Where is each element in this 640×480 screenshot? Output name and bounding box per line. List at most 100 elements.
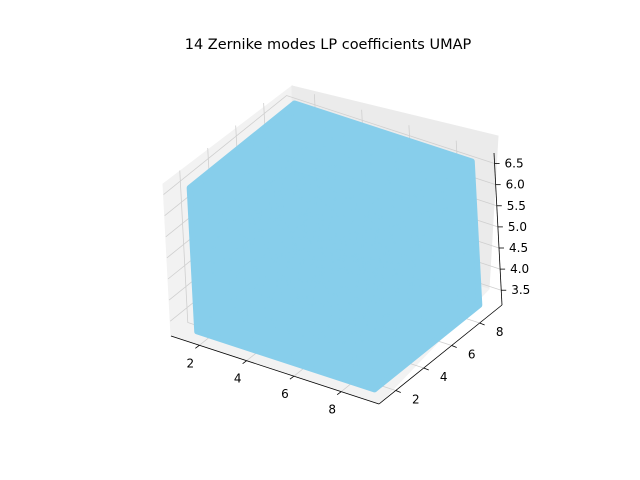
scatter-point: [320, 181, 323, 184]
scatter-point: [256, 165, 259, 168]
scatter-point: [404, 226, 407, 229]
scatter-point: [318, 186, 321, 189]
scatter-point: [388, 312, 391, 315]
scatter-point: [381, 315, 384, 318]
scatter-point: [267, 295, 270, 298]
scatter-point: [366, 338, 369, 341]
scatter-point: [393, 273, 396, 276]
scatter-point: [242, 317, 245, 320]
scatter-point: [439, 238, 442, 241]
scatter-point: [297, 173, 300, 176]
scatter-point: [441, 240, 444, 243]
scatter-point: [366, 359, 369, 362]
scatter-point: [369, 228, 372, 231]
scatter-point: [253, 222, 256, 225]
scatter-point: [419, 159, 422, 162]
scatter-point: [330, 257, 333, 260]
scatter-point: [319, 271, 322, 274]
scatter-point: [345, 223, 348, 226]
scatter-point: [399, 196, 402, 199]
scatter-point: [465, 192, 468, 195]
scatter-point: [298, 300, 301, 303]
scatter-point: [250, 303, 253, 306]
scatter-point: [308, 293, 311, 296]
scatter-point: [278, 174, 281, 177]
scatter-point: [437, 177, 440, 180]
scatter-point: [366, 287, 369, 290]
scatter-point: [342, 249, 345, 252]
scatter-point: [297, 213, 300, 216]
scatter-point: [306, 233, 309, 236]
scatter-point: [330, 264, 333, 267]
scatter-point: [329, 263, 332, 266]
scatter-point: [455, 255, 458, 258]
scatter-point: [357, 164, 360, 167]
scatter-point: [269, 257, 272, 260]
scatter-point: [230, 297, 233, 300]
scatter-point: [359, 330, 362, 333]
scatter-point: [366, 324, 369, 327]
scatter-point: [307, 208, 310, 211]
scatter-point: [280, 189, 283, 192]
scatter-point: [390, 233, 393, 236]
scatter-point: [265, 235, 268, 238]
scatter-point: [322, 185, 325, 188]
scatter-point: [316, 334, 319, 337]
scatter-point: [281, 310, 284, 313]
scatter-point: [363, 172, 366, 175]
scatter-point: [231, 241, 234, 244]
scatter-point: [300, 197, 303, 200]
scatter-point: [300, 237, 303, 240]
scatter-point: [326, 288, 329, 291]
scatter-point: [308, 239, 311, 242]
scatter-point: [445, 254, 448, 257]
scatter-point: [363, 215, 366, 218]
scatter-point: [402, 274, 405, 277]
scatter-point: [316, 217, 319, 220]
scatter-point: [276, 319, 279, 322]
scatter-point: [274, 233, 277, 236]
scatter-point: [410, 282, 413, 285]
scatter-point: [225, 293, 228, 296]
scatter-point: [413, 264, 416, 267]
scatter-point: [281, 254, 284, 257]
scatter-point: [367, 183, 370, 186]
scatter-point: [308, 249, 311, 252]
scatter-point: [379, 260, 382, 263]
scatter-point: [309, 184, 312, 187]
scatter-point: [442, 308, 445, 311]
scatter-point: [360, 321, 363, 324]
scatter-point: [463, 296, 466, 299]
scatter-point: [427, 216, 430, 219]
scatter-point: [395, 242, 398, 245]
scatter-point: [327, 340, 330, 343]
scatter-point: [444, 176, 447, 179]
scatter-point: [318, 157, 321, 160]
scatter-point: [281, 177, 284, 180]
scatter-point: [309, 216, 312, 219]
scatter-point: [375, 202, 378, 205]
scatter-point: [351, 178, 354, 181]
scatter-point: [258, 274, 261, 277]
scatter-point: [357, 217, 360, 220]
scatter-point: [347, 287, 350, 290]
scatter-point: [361, 244, 364, 247]
scatter-point: [319, 303, 322, 306]
scatter-point: [329, 350, 332, 353]
scatter-point: [265, 151, 268, 154]
scatter-point: [333, 204, 336, 207]
scatter-point: [438, 208, 441, 211]
scatter-point: [221, 212, 224, 215]
scatter-point: [279, 231, 282, 234]
scatter-point: [399, 303, 402, 306]
scatter-point: [324, 271, 327, 274]
z-tick-label: 3.5: [511, 283, 530, 297]
scatter-point: [437, 267, 440, 270]
x-tick-label: 4: [234, 372, 242, 386]
scatter-point: [419, 283, 422, 286]
scatter-point: [233, 183, 236, 186]
scatter-point: [342, 153, 345, 156]
scatter-point: [411, 261, 414, 264]
scatter-point: [408, 205, 411, 208]
scatter-point: [307, 173, 310, 176]
